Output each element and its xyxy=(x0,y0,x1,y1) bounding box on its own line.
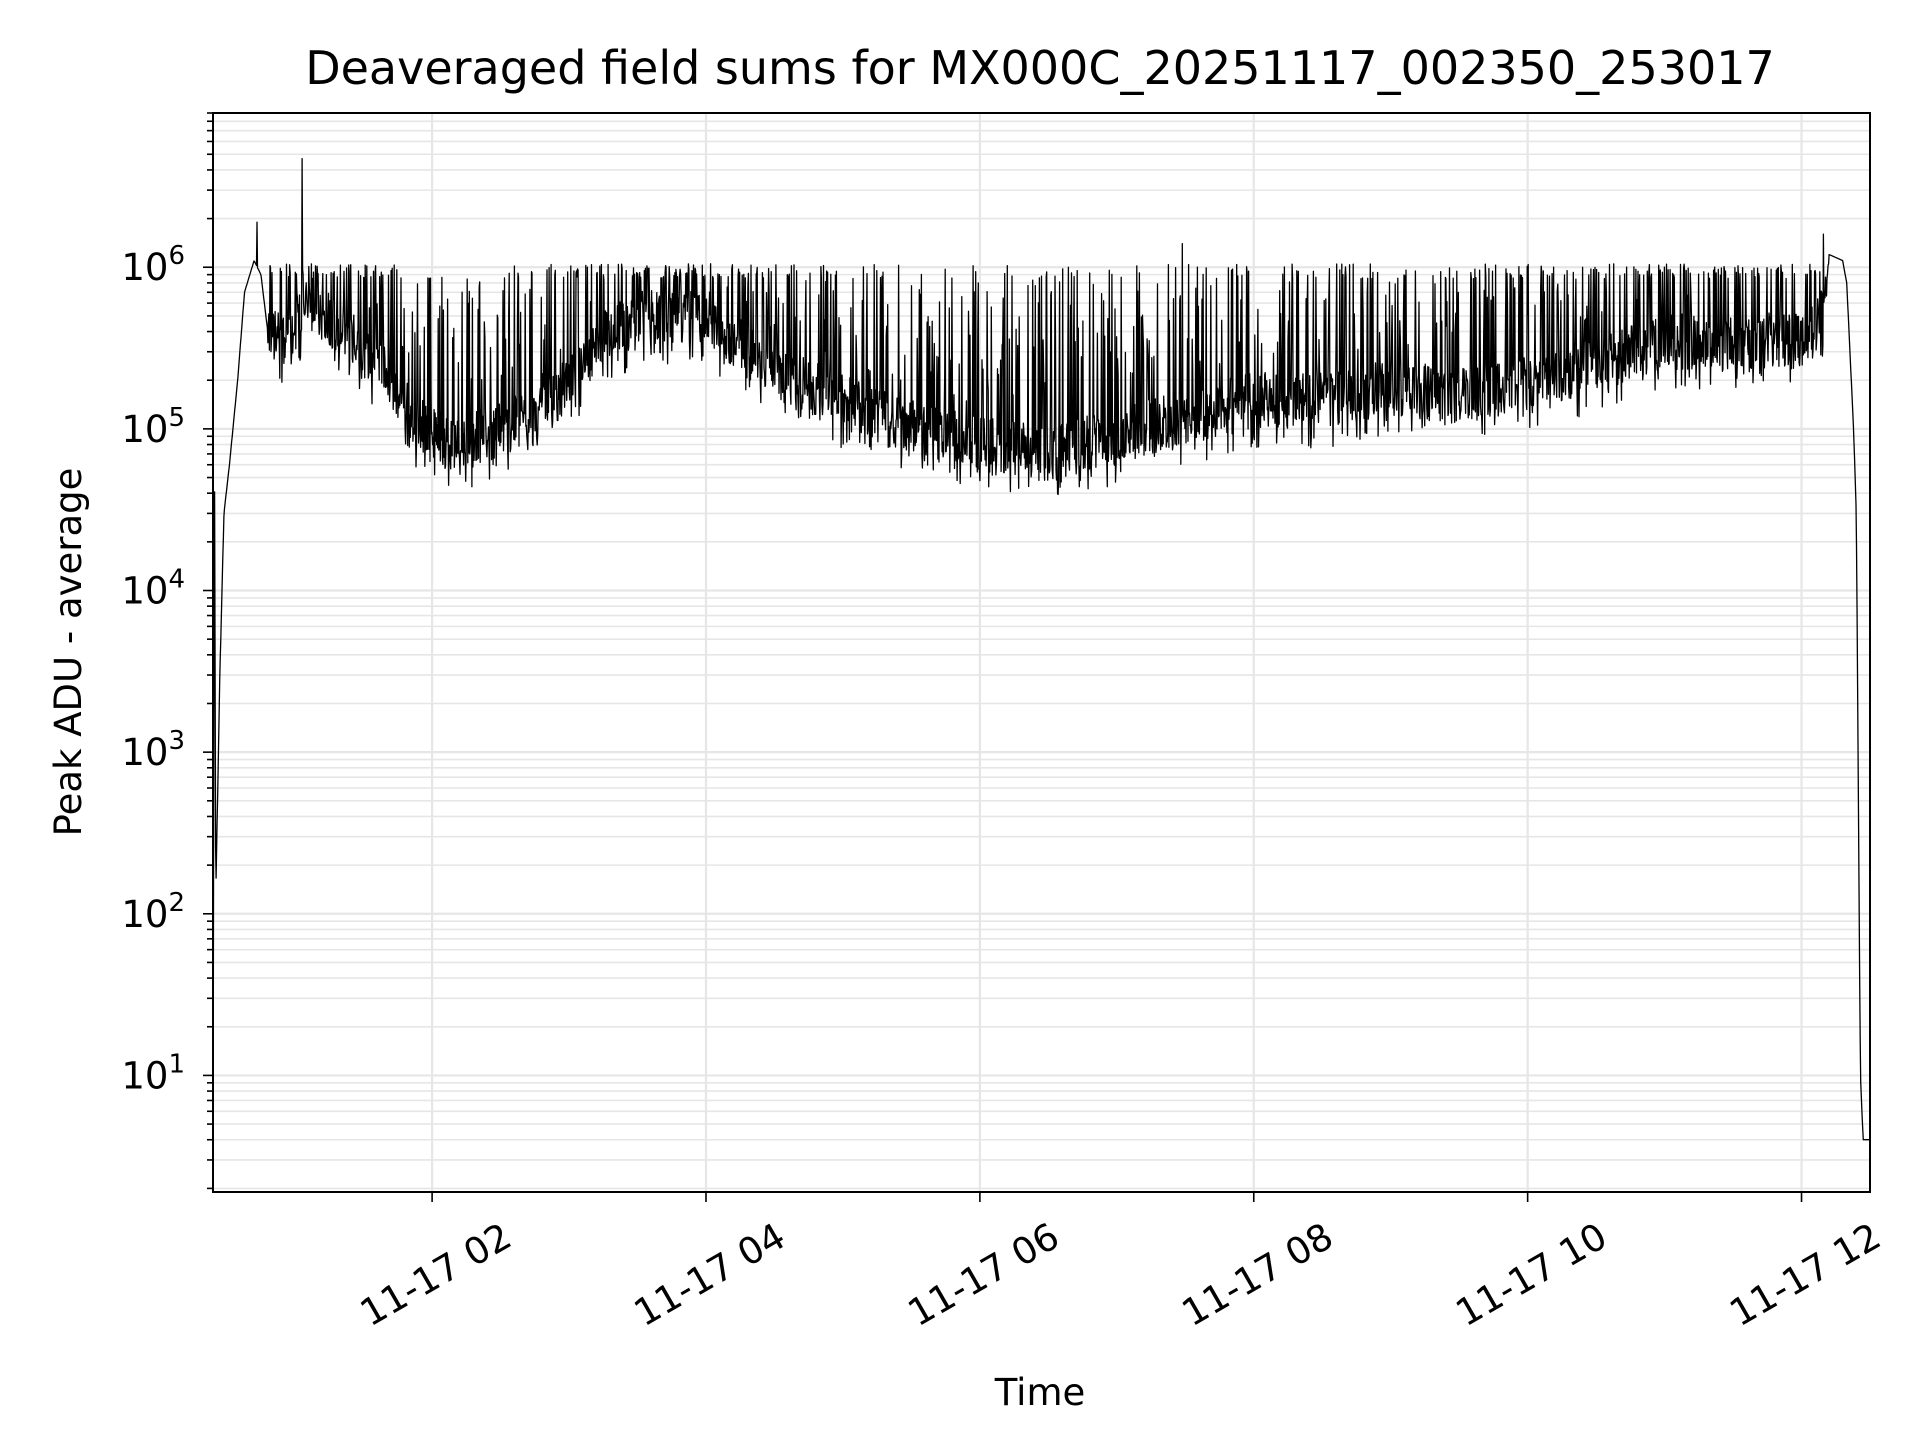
y-tick-label: 104 xyxy=(121,565,185,613)
y-tick-exponent: 2 xyxy=(168,888,185,918)
series-line xyxy=(212,157,1871,1189)
y-tick-exponent: 5 xyxy=(168,403,185,433)
y-tick-label: 102 xyxy=(121,888,185,936)
y-tick-exponent: 3 xyxy=(168,726,185,756)
y-axis-label: Peak ADU - average xyxy=(47,468,90,837)
plot-area xyxy=(212,157,1871,1189)
y-tick-base: 10 xyxy=(121,731,168,774)
y-tick-base: 10 xyxy=(121,408,168,451)
y-tick-base: 10 xyxy=(121,246,168,289)
plot-frame xyxy=(212,112,1871,1193)
y-tick-exponent: 6 xyxy=(168,241,185,271)
y-tick-label: 105 xyxy=(121,403,185,451)
x-axis-label: Time xyxy=(994,1371,1086,1414)
y-tick-label: 101 xyxy=(121,1049,185,1097)
y-tick-label: 103 xyxy=(121,726,185,774)
y-tick-base: 10 xyxy=(121,570,168,613)
y-tick-exponent: 4 xyxy=(168,565,185,595)
y-tick-exponent: 1 xyxy=(168,1049,185,1079)
y-tick-base: 10 xyxy=(121,893,168,936)
chart-title: Deaveraged field sums for MX000C_2025111… xyxy=(305,41,1775,95)
y-tick-label: 106 xyxy=(121,241,185,289)
y-tick-base: 10 xyxy=(121,1054,168,1097)
